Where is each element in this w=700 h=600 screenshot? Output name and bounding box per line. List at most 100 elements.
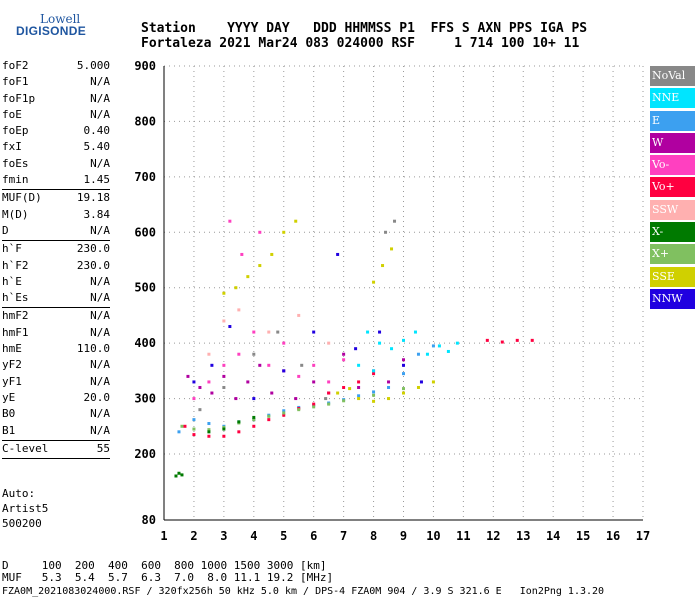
data-point-x-minus [174,474,178,478]
data-point-vo-plus [530,338,534,342]
param-value: 5.000 [76,59,110,72]
data-point-ssw [267,330,271,334]
data-point-w [387,380,391,384]
param-value: 230.0 [76,242,110,256]
data-point-nnw [419,380,423,384]
data-point-noval [393,219,397,223]
param-row: fxI 5.40 [2,139,110,155]
y-tick-label: 300 [134,392,156,406]
param-value: N/A [90,223,110,237]
param-label: fxI [2,140,22,154]
data-point-noval [276,330,280,334]
data-point-x-plus [312,405,316,409]
data-point-nne [357,363,361,367]
data-point-vo-plus [372,372,376,376]
param-label: hmF1 [2,325,29,339]
param-row: h`F2 230.0 [2,258,110,274]
param-row: yF1 N/A [2,374,110,390]
data-point-nne [366,330,370,334]
param-value: 230.0 [76,258,110,272]
y-tick-labels: 80 200 300 400 500 600 700 800 900 [134,59,156,527]
data-point-e [416,352,420,356]
param-row: B0 N/A [2,406,110,422]
legend-item-vo-minus: Vo- [650,155,695,176]
data-point-vo-plus [192,433,196,437]
data-point-nnw [402,363,405,367]
legend-item-w: W [650,132,695,153]
data-point-nne [413,330,417,334]
data-point-w [234,397,238,401]
data-point-sse [282,230,286,234]
data-point-w [198,385,202,389]
param-row: B1 N/A [2,423,110,439]
data-point-vo-plus [267,418,271,422]
param-value: N/A [90,107,110,121]
data-point-sse [234,286,238,290]
file-info-row: FZA0M_2021083024000.RSF / 320fx256h 50 k… [2,586,605,597]
data-point-noval [252,352,256,356]
param-row: h`Es N/A [2,290,110,306]
legend-item-ssw: SSW [650,199,695,220]
data-point-sse [258,264,262,268]
param-label: fmin [2,173,29,187]
data-point-nne [402,338,405,342]
plot-grid [163,65,644,521]
legend-item-nnw: NNW [650,288,695,309]
y-tick-label: 800 [134,114,156,128]
param-value: 3.84 [83,207,111,221]
data-point-nnw [312,330,316,334]
data-point-ssw [207,352,211,356]
data-point-x-plus [282,411,286,415]
x-tick-label: 12 [486,529,500,543]
data-point-e [282,409,286,413]
data-point-vo-plus [183,424,187,428]
x-tick-label: 5 [280,529,287,543]
param-row: foE N/A [2,107,110,123]
param-value: N/A [90,423,110,437]
data-point-sse [270,252,274,256]
data-point-vo-minus [267,363,271,367]
data-point-x-plus [372,393,376,397]
data-point-w [186,374,190,378]
data-point-nnw [378,330,382,334]
data-point-nnw [354,347,358,351]
data-point-sse [246,275,250,279]
legend-item-nne: NNE [650,88,695,109]
data-point-nne [390,347,394,351]
data-point-w [402,358,405,362]
data-point-vo-plus [207,434,211,438]
data-point-w [222,374,226,378]
data-point-vo-plus [312,402,316,406]
x-tick-labels: 1 2 3 4 5 6 7 8 9 10 11 12 13 14 15 16 17 [160,529,650,543]
auto-version: 500200 [2,517,42,530]
y-tick-label: 600 [134,225,156,239]
data-point-x-plus [192,427,196,431]
param-row: foF2 5.000 [2,58,110,74]
data-point-sse [222,291,226,295]
param-divider [2,240,110,242]
param-row: hmE 110.0 [2,341,110,357]
param-label: h`F2 [2,258,29,272]
y-tick-label: 200 [134,447,156,461]
data-point-e [402,372,405,376]
data-point-noval [324,397,328,401]
param-label: C-level [2,441,49,455]
data-point-vo-plus [282,413,286,417]
param-value: 110.0 [76,342,110,356]
x-tick-label: 9 [400,529,407,543]
data-point-vo-plus [485,338,489,342]
param-row: yF2 N/A [2,357,110,373]
data-point-vo-plus [327,391,331,395]
data-point-nnw [336,252,340,256]
param-group-4: hmF2 N/A hmF1 N/A hmE 110.0 yF2 N/A yF1 N/A y… [2,308,110,438]
x-tick-label: 11 [456,529,470,543]
data-point-sse [381,264,385,268]
param-label: foF1 [2,75,29,89]
data-point-x-plus [342,399,346,403]
data-point-vo-minus [282,341,286,345]
param-row: foEs N/A [2,156,110,172]
data-point-vo-plus [252,424,256,428]
distance-row: D 100 200 400 600 800 1000 1500 3000 [km… [2,559,327,572]
param-row: D N/A [2,223,110,239]
data-point-sse [348,387,352,391]
